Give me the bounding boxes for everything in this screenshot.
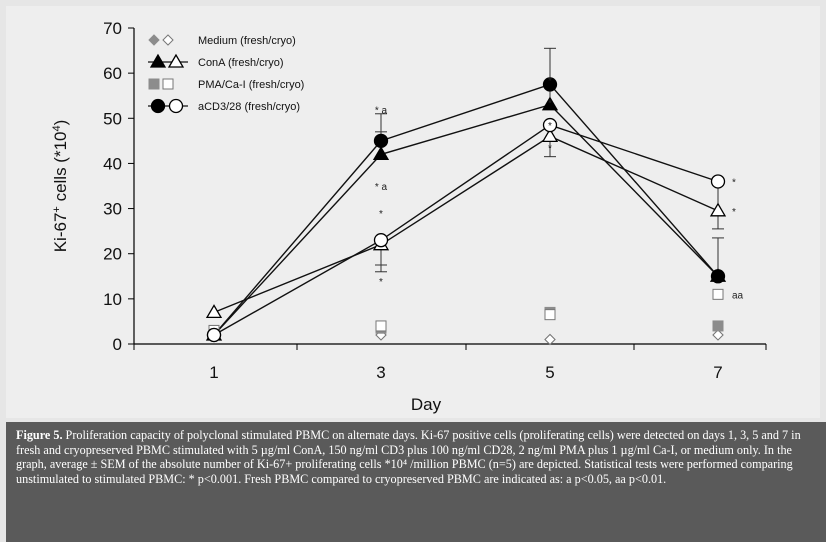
legend: Medium (fresh/cryo) ConA (fresh/cryo) PMA/… <box>148 34 304 114</box>
legend-marker <box>148 78 160 90</box>
data-point <box>710 174 726 189</box>
y-tick-label: 20 <box>103 245 122 264</box>
y-tick-label: 10 <box>103 290 122 309</box>
y-axis-title-part: ) <box>51 120 70 126</box>
y-axis-title-part: + <box>51 206 63 212</box>
figure-caption: Figure 5. Proliferation capacity of poly… <box>6 422 826 542</box>
data-point <box>544 333 556 346</box>
y-tick-label: 70 <box>103 19 122 38</box>
x-tick-label: 3 <box>376 363 385 382</box>
annotation: * a <box>375 182 388 193</box>
x-tick-label: 1 <box>209 363 218 382</box>
legend-marker <box>162 34 174 46</box>
y-tick-label: 30 <box>103 200 122 219</box>
legend-marker <box>149 53 167 68</box>
legend-marker <box>167 53 185 68</box>
chart-panel: 0 10 20 30 40 50 60 70 1 3 5 7 * a * a * * * * * * * * aa Med… <box>6 6 820 418</box>
annotation: * a <box>375 105 388 116</box>
data-point <box>710 269 726 284</box>
legend-label: aCD3/28 (fresh/cryo) <box>198 101 300 113</box>
legend-marker <box>168 98 184 114</box>
y-axis-title-part: 4 <box>51 125 63 131</box>
y-tick-label: 0 <box>113 335 122 354</box>
series-line <box>213 135 719 314</box>
legend-marker <box>148 34 160 46</box>
series-line <box>213 83 719 336</box>
y-axis-title-part: Ki-67 <box>51 213 70 253</box>
series-lines <box>213 83 719 336</box>
annotation: * <box>379 277 383 288</box>
data-point <box>206 327 222 343</box>
annotation: * <box>379 209 383 220</box>
annotation: * <box>732 207 736 218</box>
legend-marker <box>162 78 174 90</box>
line-chart: 0 10 20 30 40 50 60 70 1 3 5 7 * a * a * * * * * * * * aa Med… <box>51 19 767 414</box>
caption-text: Proliferation capacity of polyclonal sti… <box>16 428 801 486</box>
series-line <box>213 103 719 336</box>
data-point <box>712 288 724 300</box>
annotation: * <box>548 144 552 155</box>
data-point <box>709 202 727 217</box>
annotation: aa <box>732 290 744 301</box>
x-tick-label: 7 <box>713 363 722 382</box>
legend-item: aCD3/28 (fresh/cryo) <box>148 98 300 114</box>
data-point <box>375 320 387 332</box>
data-point <box>541 96 559 111</box>
annotation: * <box>732 177 736 188</box>
annotation: * <box>548 98 552 109</box>
data-point <box>544 309 556 321</box>
legend-label: ConA (fresh/cryo) <box>198 57 284 69</box>
data-point <box>205 304 223 319</box>
data-point <box>712 329 724 341</box>
x-tick-label: 5 <box>545 363 554 382</box>
data-point <box>373 133 389 149</box>
significance-annotations: * a * a * * * * * * * * aa <box>375 76 744 301</box>
data-point <box>542 117 558 133</box>
annotation: * <box>548 121 552 132</box>
legend-marker <box>150 98 166 114</box>
y-tick-label: 60 <box>103 64 122 83</box>
x-axis-title: Day <box>411 395 442 414</box>
axes: 0 10 20 30 40 50 60 70 1 3 5 7 <box>103 19 767 382</box>
data-point <box>373 233 389 248</box>
data-point <box>712 320 724 332</box>
series-line <box>213 124 719 336</box>
y-axis-title-part: cells (*10 <box>51 132 70 207</box>
legend-item: Medium (fresh/cryo) <box>148 34 296 47</box>
data-point <box>372 146 390 161</box>
annotation: * <box>548 76 552 87</box>
data-point <box>542 77 558 92</box>
legend-item: PMA/Ca-I (fresh/cryo) <box>148 78 304 91</box>
y-tick-label: 40 <box>103 154 122 173</box>
legend-label: Medium (fresh/cryo) <box>198 35 296 47</box>
legend-item: ConA (fresh/cryo) <box>148 53 284 69</box>
caption-label: Figure 5. <box>16 428 63 442</box>
y-tick-label: 50 <box>103 109 122 128</box>
legend-label: PMA/Ca-I (fresh/cryo) <box>198 79 304 91</box>
y-axis-title: Ki-67+ cells (*104) <box>51 120 70 253</box>
series-markers <box>205 77 727 346</box>
data-point <box>541 128 559 142</box>
